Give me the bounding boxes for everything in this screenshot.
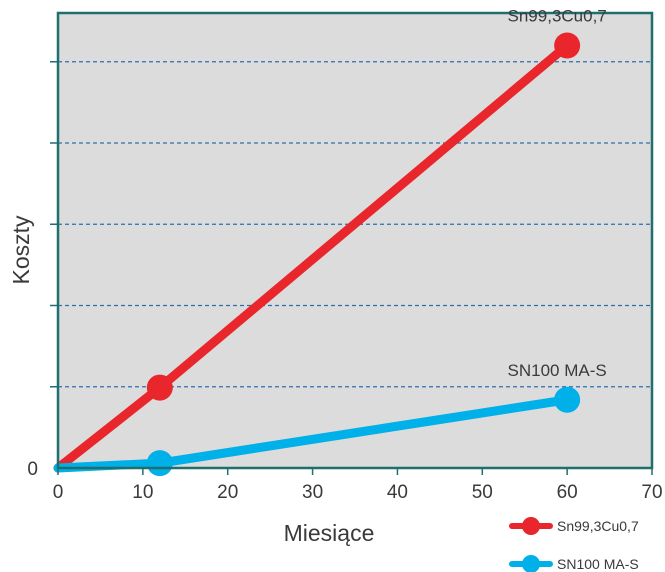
data-point (554, 386, 581, 413)
legend-label: Sn99,3Cu0,7 (557, 518, 639, 534)
y-axis-ticks: 0 (27, 459, 38, 480)
x-tick-label: 30 (302, 482, 323, 503)
annotations: Sn99,3Cu0,7 SN100 MA-S (508, 7, 607, 380)
series-annotation: SN100 MA-S (508, 361, 607, 380)
x-tick-label: 0 (53, 482, 64, 503)
x-tick-label: 60 (557, 482, 578, 503)
x-tick-label: 70 (641, 482, 662, 503)
x-tick-label: 20 (217, 482, 238, 503)
series-annotation: Sn99,3Cu0,7 (508, 7, 607, 26)
legend-label: SN100 MA-S (557, 556, 639, 572)
x-tick-label: 50 (472, 482, 493, 503)
x-tick-label: 10 (132, 482, 153, 503)
legend-swatch-dot (522, 517, 540, 535)
legend-swatch-dot (522, 555, 540, 572)
data-point (146, 450, 173, 477)
y-axis-title: Koszty (8, 215, 34, 285)
x-axis-ticks: 0 10 20 30 40 50 60 70 (53, 468, 663, 503)
y-tick-label: 0 (27, 459, 38, 480)
x-axis-title: Miesiące (284, 520, 375, 546)
plot-frame (56, 11, 654, 470)
series-layer (53, 32, 581, 477)
x-tick-label: 40 (387, 482, 408, 503)
legend: Sn99,3Cu0,7 SN100 MA-S (509, 517, 639, 572)
data-point (554, 32, 581, 59)
data-point (146, 374, 173, 401)
